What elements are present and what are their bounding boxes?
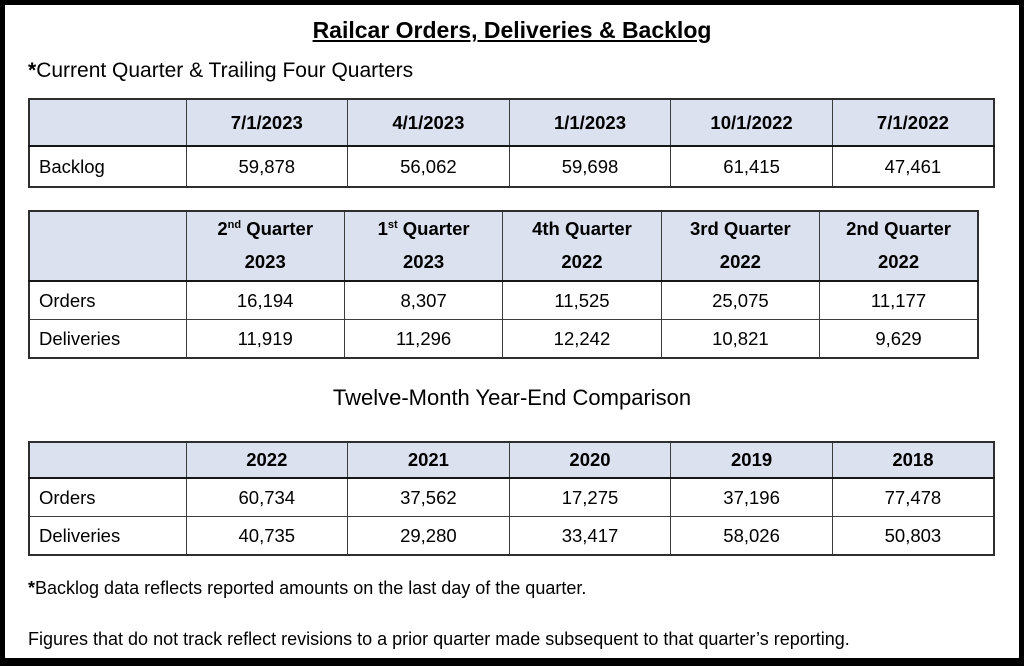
quarter-word: Quarter	[402, 218, 470, 240]
subtitle-text: Current Quarter & Trailing Four Quarters	[36, 59, 414, 82]
row-label: Deliveries	[28, 319, 187, 359]
data-cell: 58,026	[670, 516, 833, 556]
table-row: Deliveries 40,735 29,280 33,417 58,026 5…	[28, 516, 995, 556]
footnote-revisions: Figures that do not track reflect revisi…	[28, 629, 996, 650]
comparison-heading: Twelve-Month Year-End Comparison	[332, 385, 692, 410]
data-cell: 37,196	[670, 477, 833, 517]
column-header: 2nd Quarter 2022	[819, 210, 979, 282]
column-header: 2nd Quarter 2023	[185, 210, 345, 282]
table-row: Orders 60,734 37,562 17,275 37,196 77,47…	[28, 477, 995, 517]
footnote-text: Figures that do not track reflect revisi…	[28, 629, 850, 649]
data-cell: 29,280	[347, 516, 510, 556]
data-cell: 11,525	[502, 280, 662, 320]
footnote-backlog: *Backlog data reflects reported amounts …	[28, 578, 996, 599]
row-label: Orders	[28, 280, 187, 320]
data-cell: 56,062	[347, 145, 510, 188]
table-row: Orders 16,194 8,307 11,525 25,075 11,177	[28, 280, 979, 320]
quarter-number: 1	[377, 218, 388, 240]
backlog-table: 7/1/2023 4/1/2023 1/1/2023 10/1/2022 7/1…	[28, 98, 995, 188]
data-cell: 59,878	[185, 145, 349, 188]
data-cell: 59,698	[508, 145, 672, 188]
data-cell: 33,417	[508, 516, 672, 556]
column-header: 4th Quarter 2022	[502, 210, 662, 282]
subtitle: *Current Quarter & Trailing Four Quarter…	[28, 59, 996, 83]
data-cell: 37,562	[347, 477, 510, 517]
data-cell: 40,735	[185, 516, 349, 556]
row-label: Deliveries	[28, 516, 187, 556]
column-header: 2022	[185, 441, 349, 479]
column-header: 4/1/2023	[347, 98, 510, 147]
quarter-word: Quarter	[723, 218, 791, 240]
column-header: 2020	[508, 441, 672, 479]
quarter-ordinal: nd	[227, 218, 242, 231]
header-empty-cell	[28, 210, 187, 282]
document-page: Railcar Orders, Deliveries & Backlog *Cu…	[5, 17, 1019, 650]
table-row: Backlog 59,878 56,062 59,698 61,415 47,4…	[28, 145, 995, 188]
header-empty-cell	[28, 441, 187, 479]
data-cell: 9,629	[819, 319, 979, 359]
quarter-ordinal: st	[387, 218, 398, 231]
data-cell: 17,275	[508, 477, 672, 517]
quarter-word: Quarter	[246, 218, 314, 240]
column-header: 10/1/2022	[670, 98, 833, 147]
quarter-word: Quarter	[884, 218, 951, 240]
column-header: 7/1/2022	[831, 98, 995, 147]
data-cell: 11,177	[819, 280, 979, 320]
quarter-year: 2022	[877, 251, 920, 272]
column-header: 7/1/2023	[185, 98, 349, 147]
quarter-year: 2022	[719, 251, 761, 272]
table-row: Deliveries 11,919 11,296 12,242 10,821 9…	[28, 319, 979, 359]
header-empty-cell	[28, 98, 187, 147]
column-header: 2018	[831, 441, 995, 479]
yearly-table: 2022 2021 2020 2019 2018 Orders 60,734 3…	[28, 441, 995, 556]
quarter-number: 2nd	[846, 218, 879, 240]
quarter-number: 2	[217, 218, 228, 240]
quarter-year: 2022	[561, 251, 603, 272]
column-header: 1st Quarter 2023	[343, 210, 504, 282]
data-cell: 16,194	[185, 280, 345, 320]
footnote-asterisk: *	[28, 578, 36, 598]
subtitle-asterisk: *	[28, 59, 37, 82]
yearly-table-header-row: 2022 2021 2020 2019 2018	[28, 441, 995, 479]
column-header: 2019	[670, 441, 833, 479]
data-cell: 60,734	[185, 477, 349, 517]
data-cell: 11,919	[185, 319, 345, 359]
footnote-text: Backlog data reflects reported amounts o…	[35, 578, 587, 598]
data-cell: 25,075	[660, 280, 821, 320]
data-cell: 47,461	[831, 145, 995, 188]
data-cell: 77,478	[831, 477, 995, 517]
quarter-year: 2023	[403, 251, 445, 272]
quarterly-table: 2nd Quarter 2023 1st Quarter 2023 4th Quar…	[28, 210, 979, 359]
data-cell: 12,242	[502, 319, 662, 359]
column-header: 2021	[347, 441, 510, 479]
backlog-table-header-row: 7/1/2023 4/1/2023 1/1/2023 10/1/2022 7/1…	[28, 98, 995, 147]
column-header: 1/1/2023	[508, 98, 672, 147]
row-label: Orders	[28, 477, 187, 517]
data-cell: 10,821	[660, 319, 821, 359]
row-label: Backlog	[28, 145, 187, 188]
data-cell: 50,803	[831, 516, 995, 556]
quarter-year: 2023	[244, 251, 286, 272]
quarter-word: Quarter	[565, 218, 632, 240]
quarterly-table-header-row: 2nd Quarter 2023 1st Quarter 2023 4th Quar…	[28, 210, 979, 282]
quarter-number: 4th	[532, 218, 560, 240]
data-cell: 11,296	[343, 319, 504, 359]
column-header: 3rd Quarter 2022	[660, 210, 821, 282]
page-title: Railcar Orders, Deliveries & Backlog	[28, 17, 996, 44]
data-cell: 8,307	[343, 280, 504, 320]
quarter-number: 3rd	[689, 218, 719, 240]
data-cell: 61,415	[670, 145, 833, 188]
page-title-text: Railcar Orders, Deliveries & Backlog	[312, 17, 712, 43]
